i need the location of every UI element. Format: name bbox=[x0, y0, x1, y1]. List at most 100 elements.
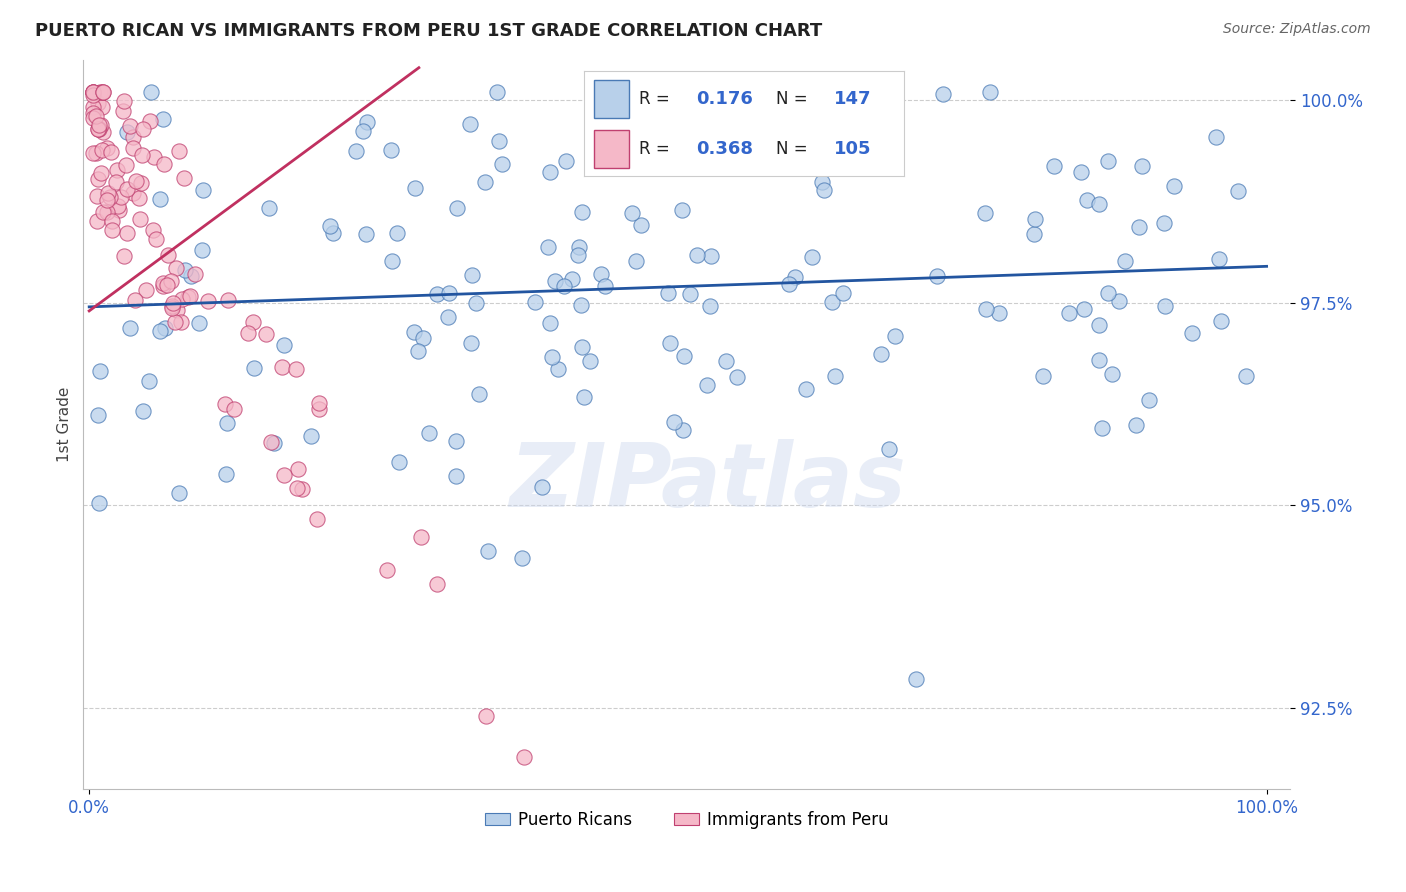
Point bbox=[188, 317, 211, 331]
Point bbox=[408, 344, 430, 359]
Point bbox=[87, 121, 110, 136]
Text: Source: ZipAtlas.com: Source: ZipAtlas.com bbox=[1223, 22, 1371, 37]
Point bbox=[579, 354, 602, 368]
Point bbox=[243, 360, 266, 375]
Point bbox=[686, 248, 709, 262]
Point bbox=[404, 181, 426, 195]
Point bbox=[813, 92, 835, 106]
Point bbox=[1137, 392, 1160, 407]
Point bbox=[540, 350, 562, 364]
Point bbox=[122, 186, 145, 200]
Point bbox=[145, 232, 167, 246]
Point bbox=[1154, 299, 1177, 313]
Point bbox=[191, 183, 214, 197]
Point bbox=[322, 226, 344, 240]
Point bbox=[905, 672, 928, 686]
Point bbox=[560, 272, 582, 286]
Point bbox=[100, 145, 122, 159]
Point bbox=[870, 347, 893, 361]
Point bbox=[657, 286, 679, 301]
Point bbox=[110, 189, 132, 203]
Point bbox=[813, 184, 835, 198]
Point bbox=[308, 396, 330, 410]
Point bbox=[1153, 215, 1175, 229]
Point bbox=[86, 172, 108, 186]
Point bbox=[1088, 197, 1111, 211]
Point bbox=[152, 276, 174, 290]
Point bbox=[82, 106, 104, 120]
Point bbox=[385, 227, 408, 241]
Text: atlas: atlas bbox=[661, 439, 907, 526]
Point bbox=[1130, 159, 1153, 173]
Point bbox=[254, 327, 277, 342]
Point bbox=[284, 362, 307, 376]
Point bbox=[1163, 179, 1185, 194]
Point bbox=[1226, 184, 1249, 198]
Point bbox=[1234, 368, 1257, 383]
Point bbox=[87, 409, 110, 423]
Point bbox=[510, 550, 533, 565]
Point bbox=[257, 201, 280, 215]
Point bbox=[271, 360, 294, 375]
Point bbox=[1088, 318, 1111, 332]
Point bbox=[125, 174, 148, 188]
Point bbox=[426, 287, 449, 301]
Point bbox=[86, 146, 108, 161]
Point bbox=[412, 331, 434, 345]
Point bbox=[149, 324, 172, 338]
Point bbox=[1022, 227, 1045, 241]
Point bbox=[87, 122, 110, 136]
Point bbox=[974, 301, 997, 316]
Point bbox=[222, 401, 245, 416]
Point bbox=[725, 370, 748, 384]
Point bbox=[86, 213, 108, 227]
Point bbox=[672, 423, 695, 437]
Point bbox=[574, 391, 596, 405]
Point bbox=[101, 214, 124, 228]
Point bbox=[82, 87, 104, 102]
Point bbox=[132, 404, 155, 418]
Point bbox=[974, 205, 997, 219]
Point bbox=[112, 249, 135, 263]
Point bbox=[821, 295, 844, 310]
Point bbox=[82, 111, 104, 125]
Point bbox=[672, 349, 695, 363]
Point bbox=[1088, 352, 1111, 367]
Point bbox=[93, 85, 115, 99]
Point bbox=[273, 467, 295, 482]
Point bbox=[569, 298, 592, 312]
Point bbox=[589, 267, 612, 281]
Point bbox=[82, 85, 104, 99]
Point bbox=[1097, 285, 1119, 300]
Point bbox=[236, 326, 259, 340]
Point bbox=[156, 278, 179, 293]
Text: PUERTO RICAN VS IMMIGRANTS FROM PERU 1ST GRADE CORRELATION CHART: PUERTO RICAN VS IMMIGRANTS FROM PERU 1ST… bbox=[35, 22, 823, 40]
Point bbox=[488, 135, 510, 149]
Point bbox=[388, 455, 411, 469]
Point bbox=[862, 115, 884, 129]
Point bbox=[460, 268, 482, 283]
Point bbox=[778, 277, 800, 292]
Point bbox=[260, 434, 283, 449]
Point bbox=[426, 576, 449, 591]
Point bbox=[152, 156, 174, 170]
Point bbox=[291, 483, 314, 497]
Point bbox=[170, 315, 193, 329]
Point bbox=[82, 85, 104, 99]
Point bbox=[152, 279, 174, 293]
Point bbox=[91, 124, 114, 138]
Point bbox=[800, 250, 823, 264]
Point bbox=[165, 315, 187, 329]
Point bbox=[108, 202, 131, 217]
Point bbox=[170, 292, 193, 306]
Point bbox=[624, 254, 647, 268]
Point bbox=[96, 193, 118, 207]
Point bbox=[129, 177, 152, 191]
Point bbox=[987, 305, 1010, 319]
Point bbox=[616, 137, 638, 152]
Point bbox=[884, 329, 907, 343]
Point bbox=[783, 269, 806, 284]
Point bbox=[155, 321, 177, 335]
Point bbox=[118, 119, 141, 133]
Point bbox=[157, 248, 180, 262]
